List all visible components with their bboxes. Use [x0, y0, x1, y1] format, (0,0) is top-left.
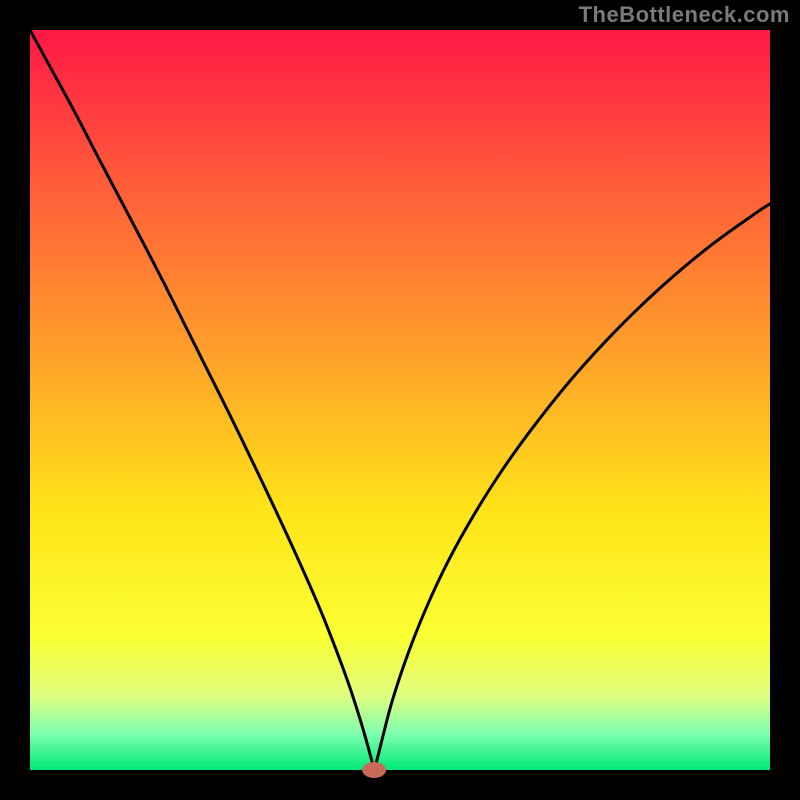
chart-gradient-bg	[30, 30, 770, 770]
watermark-text: TheBottleneck.com	[579, 2, 790, 28]
curve-min-marker	[362, 762, 386, 778]
bottleneck-chart	[0, 0, 800, 800]
chart-container: TheBottleneck.com	[0, 0, 800, 800]
